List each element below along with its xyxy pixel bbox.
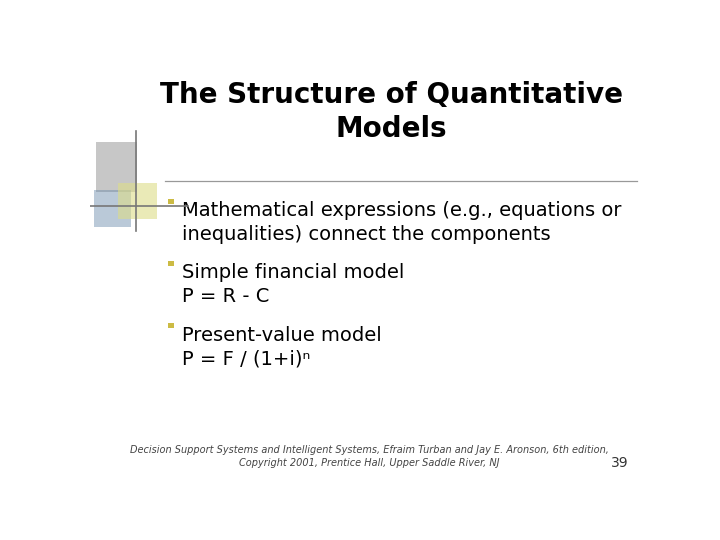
FancyBboxPatch shape [168,261,174,266]
FancyBboxPatch shape [168,323,174,328]
Text: The Structure of Quantitative
Models: The Structure of Quantitative Models [160,82,623,143]
FancyBboxPatch shape [118,183,157,219]
Text: Mathematical expressions (e.g., equations or
inequalities) connect the component: Mathematical expressions (e.g., equation… [182,201,621,244]
Text: 39: 39 [611,456,629,470]
Text: Simple financial model: Simple financial model [182,263,405,282]
FancyBboxPatch shape [94,190,131,227]
Text: Present-value model: Present-value model [182,326,382,345]
Text: Decision Support Systems and Intelligent Systems, Efraim Turban and Jay E. Arons: Decision Support Systems and Intelligent… [130,445,608,468]
FancyBboxPatch shape [168,199,174,204]
Text: P = R - C: P = R - C [182,287,269,306]
Text: P = F / (1+i)ⁿ: P = F / (1+i)ⁿ [182,349,310,369]
FancyBboxPatch shape [96,141,138,192]
